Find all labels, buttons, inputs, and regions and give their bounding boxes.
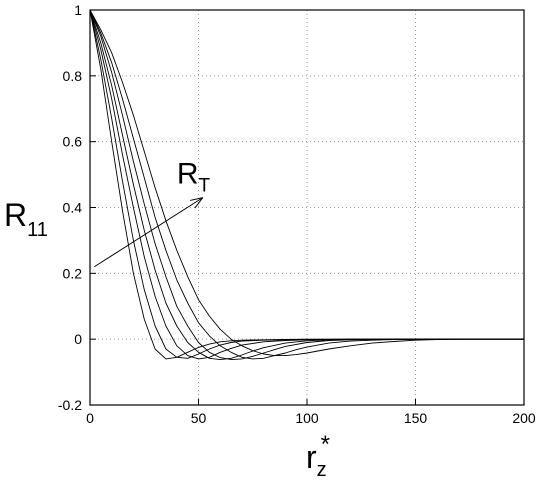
x-tick-label: 150 <box>404 410 428 426</box>
y-tick-label: 0.4 <box>63 200 83 216</box>
rt-annotation: RT <box>94 158 211 268</box>
series-lines <box>89 9 524 361</box>
y-tick-label: 0.6 <box>63 134 83 150</box>
y-tick-label: -0.2 <box>58 397 82 413</box>
y-axis-label-main: R <box>4 197 27 233</box>
x-tick-label: 200 <box>512 410 536 426</box>
y-tick-label: 1 <box>74 2 82 18</box>
x-axis-label-sub: z <box>317 459 327 481</box>
series-line-5 <box>89 9 524 361</box>
annotation-rt-main: R <box>177 158 199 191</box>
x-axis-label-main: r <box>306 439 317 475</box>
y-tick-label: 0 <box>74 331 82 347</box>
x-tick-label: 100 <box>295 410 319 426</box>
annotation-arrow-shaft <box>94 197 204 268</box>
ticks: 0 50 100 150 200-0.200.20.40.60.81 <box>58 2 536 426</box>
y-tick-label: 0.8 <box>63 68 83 84</box>
grid <box>90 10 524 405</box>
x-tick-label: 0 <box>86 410 94 426</box>
annotation-rt-sub: T <box>199 176 211 197</box>
x-axis-label: rz* <box>306 431 330 481</box>
x-axis-label-sup: * <box>321 431 330 458</box>
y-tick-label: 0.2 <box>63 265 83 281</box>
y-axis-label-sub: 11 <box>27 219 48 241</box>
y-axis-label: R11 <box>4 197 48 241</box>
x-tick-label: 50 <box>191 410 207 426</box>
annotation-arrow-head <box>190 197 204 209</box>
series-line-7 <box>89 9 524 357</box>
annotation-rt-label: RT <box>177 158 211 197</box>
series-line-6 <box>89 9 524 360</box>
